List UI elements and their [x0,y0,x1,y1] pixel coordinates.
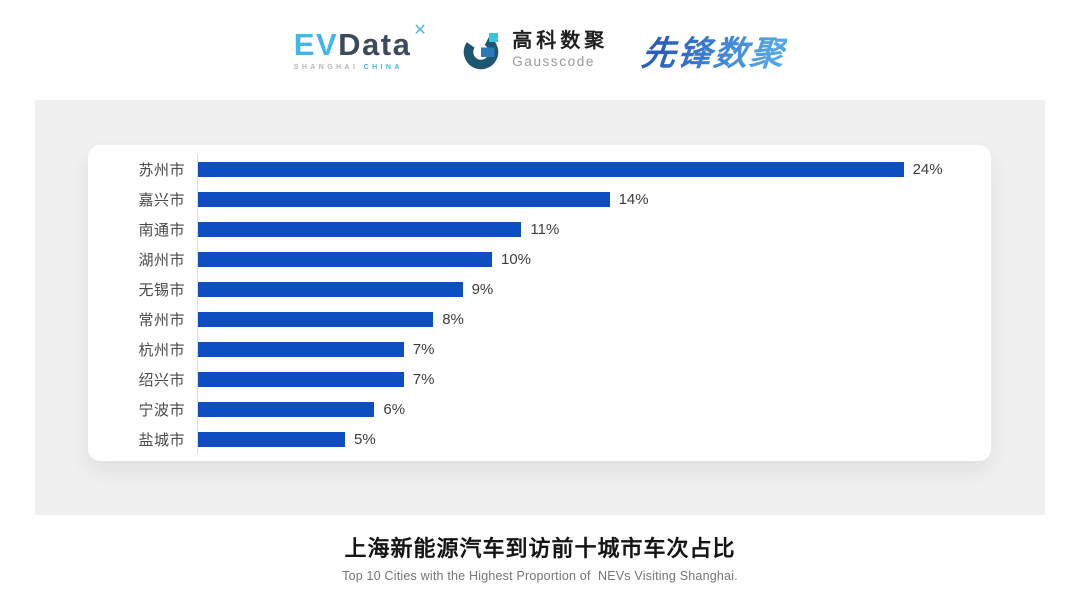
chart-row: 常州市 8% [88,304,991,334]
evdata-logo: EV Data ✕ SHANGHAI CHINA [293,23,428,72]
category-label: 湖州市 [138,251,185,269]
value-label: 6% [383,400,406,418]
category-label: 常州市 [138,311,185,329]
plot-area: 11% [197,214,991,244]
plot-area: 8% [197,304,991,334]
chart-row: 盐城市 5% [88,424,991,454]
bar [198,191,610,207]
caption: 上海新能源汽车到访前十城市车次占比 Top 10 Cities with the… [0,531,1080,583]
plot-area: 9% [197,274,991,304]
gausscode-logo: 高科数聚 Gausscode [462,30,608,70]
bar [198,161,904,177]
evdata-subtext: SHANGHAI CHINA [294,64,428,71]
plot-area: 5% [197,424,991,454]
gausscode-english-name: Gausscode [512,54,595,70]
gausscode-chinese-name: 高科数聚 [512,30,609,53]
value-label: 7% [412,340,435,358]
gausscode-mark-icon [463,33,499,70]
logo-bar: EV Data ✕ SHANGHAI CHINA 高科数聚 Gausscode 先锋… [0,0,1080,100]
category-label: 杭州市 [138,341,185,359]
category-label: 苏州市 [138,161,185,179]
chart-subtitle: Top 10 Cities with the Highest Proportio… [342,569,738,583]
value-label: 10% [501,250,532,268]
chart-title: 上海新能源汽车到访前十城市车次占比 [344,536,736,561]
chart-row: 南通市 11% [88,214,991,244]
bar [198,281,463,297]
category-label: 无锡市 [138,281,185,299]
value-label: 8% [442,310,464,328]
bar [198,341,404,357]
chart-panel: 苏州市 24% 嘉兴市 14% 南通市 11% 湖州市 10% 无锡市 9% 常州市 8% 杭州市 7% 绍… [35,100,1045,515]
value-label: 9% [471,280,494,298]
plot-area: 24% [197,154,991,184]
plot-area: 7% [197,334,991,364]
category-label: 南通市 [138,221,185,239]
evdata-ev-text: EV [293,27,339,62]
value-label: 14% [618,190,649,208]
chart-row: 宁波市 6% [88,394,991,424]
plot-area: 6% [197,394,991,424]
plot-area: 10% [197,244,991,274]
chart-row: 苏州市 24% [88,154,991,184]
bar [198,401,375,417]
category-label: 嘉兴市 [138,191,185,209]
plot-area: 7% [197,364,991,394]
evdata-star-icon: ✕ [413,22,429,39]
chart-row: 无锡市 9% [88,274,991,304]
plot-area: 14% [197,184,991,214]
bar [198,371,404,387]
category-label: 宁波市 [138,401,185,419]
chart-row: 湖州市 10% [88,244,991,274]
bar [198,311,434,327]
pioneer-data-logo: 先锋数聚 [640,26,789,75]
chart-row: 绍兴市 7% [88,364,991,394]
bar [198,431,345,447]
chart-card: 苏州市 24% 嘉兴市 14% 南通市 11% 湖州市 10% 无锡市 9% 常州市 8% 杭州市 7% 绍… [88,145,991,461]
value-label: 11% [530,220,560,238]
evdata-china-text: CHINA [363,64,403,71]
category-label: 盐城市 [138,431,185,449]
bar-chart: 苏州市 24% 嘉兴市 14% 南通市 11% 湖州市 10% 无锡市 9% 常州市 8% 杭州市 7% 绍… [88,154,991,454]
bar [198,221,522,237]
value-label: 24% [912,160,943,178]
chart-row: 嘉兴市 14% [88,184,991,214]
value-label: 7% [412,370,435,388]
value-label: 5% [354,430,376,448]
bar [198,251,492,267]
gausscode-text: 高科数聚 Gausscode [512,30,608,70]
chart-row: 杭州市 7% [88,334,991,364]
evdata-shanghai-text: SHANGHAI [293,64,359,71]
evdata-wordmark: EV Data ✕ [293,23,428,62]
category-label: 绍兴市 [138,371,185,389]
evdata-data-text: Data [338,27,412,62]
